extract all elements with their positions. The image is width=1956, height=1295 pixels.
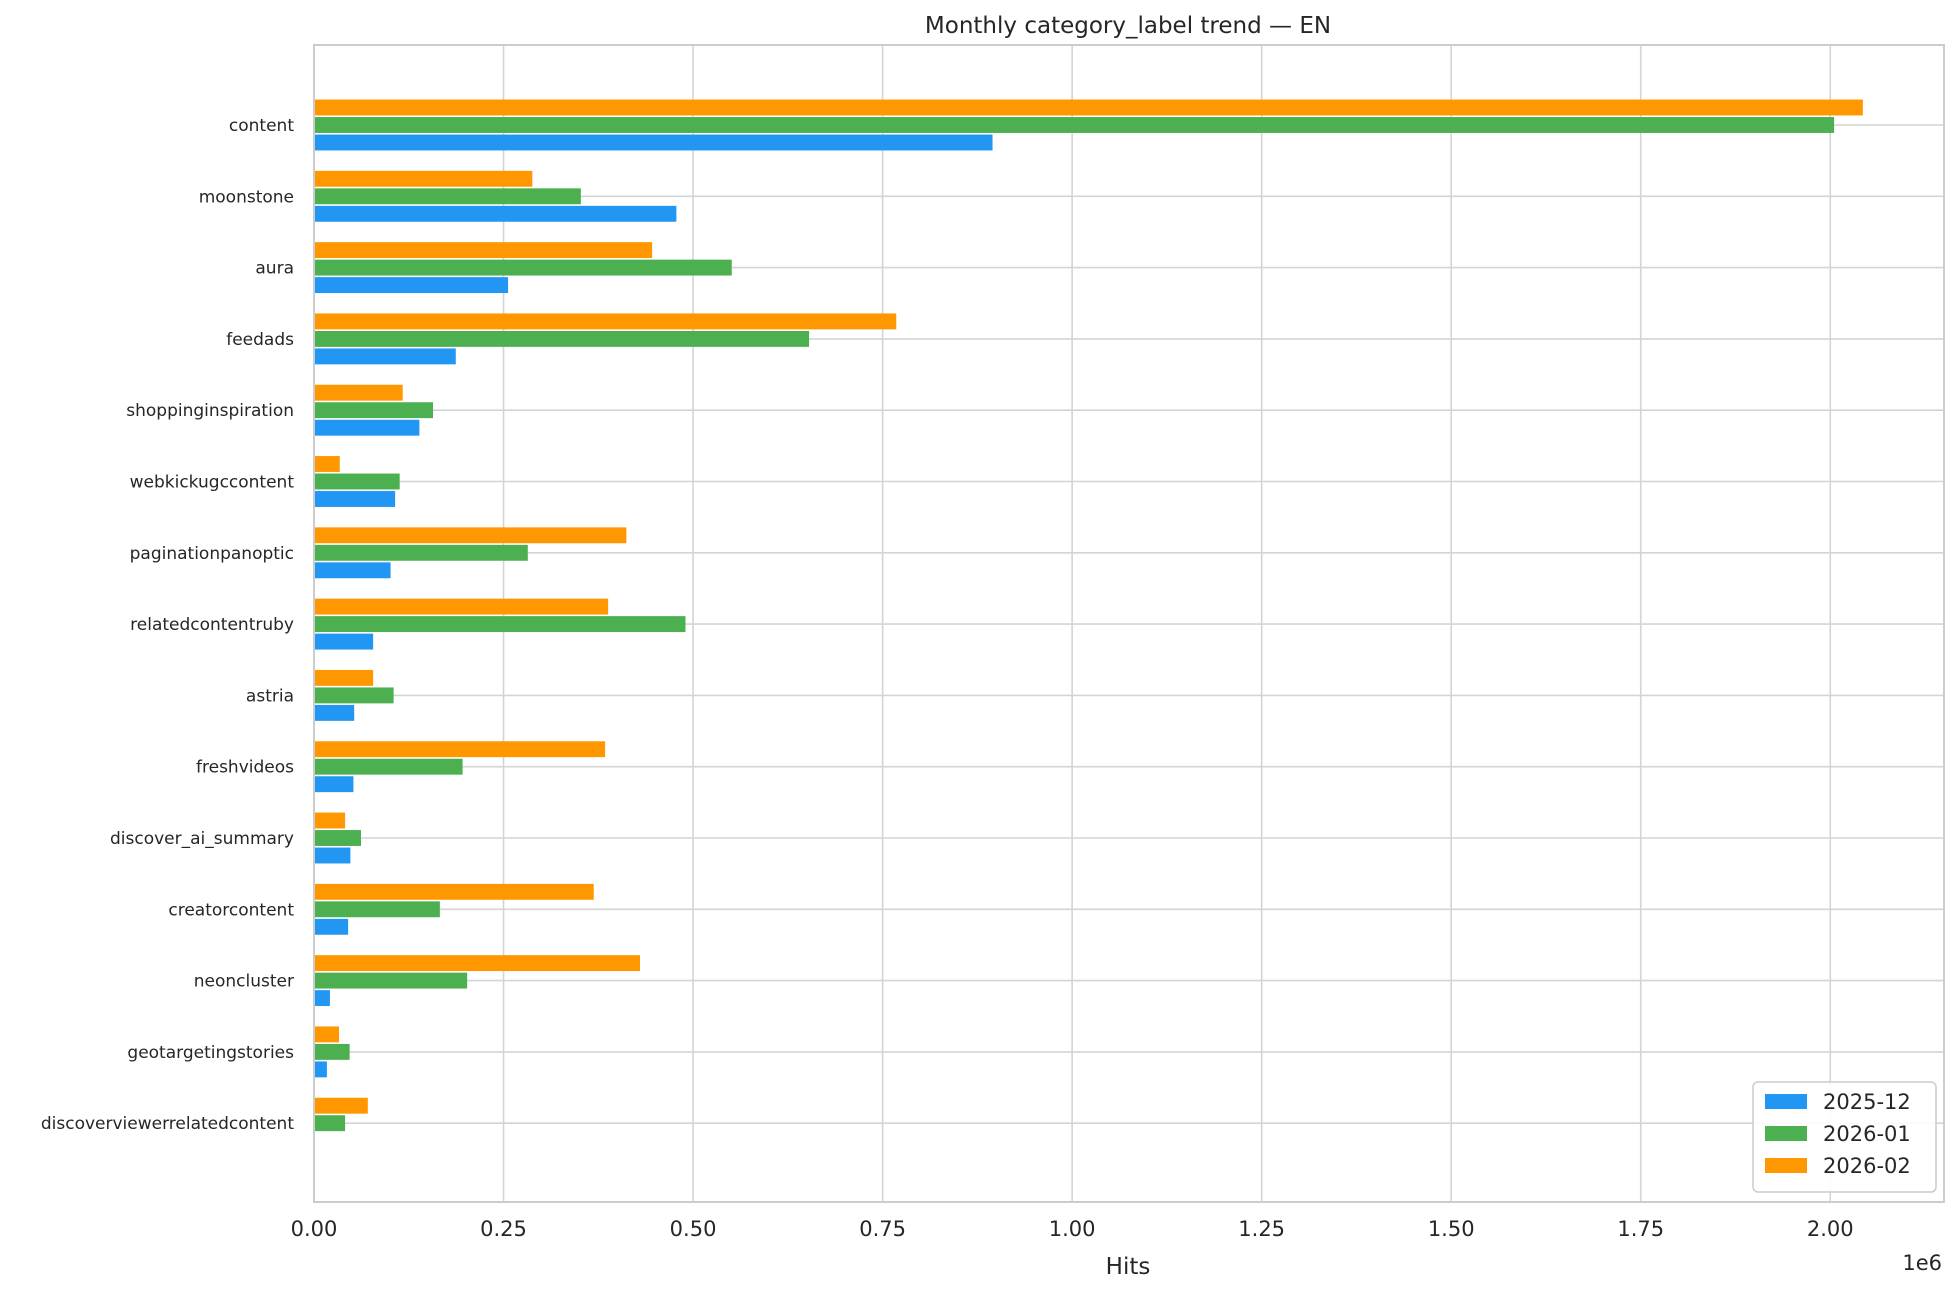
bar-2026-02-relatedcontentruby	[314, 598, 609, 615]
bar-2026-02-astria	[314, 669, 374, 686]
bar-2026-01-discoverviewerrelatedcontent	[314, 1115, 346, 1132]
bar-2025-12-relatedcontentruby	[314, 633, 374, 650]
y-tick-label: astria	[246, 686, 294, 706]
legend-swatch	[1765, 1126, 1807, 1141]
legend-swatch	[1765, 1094, 1807, 1109]
legend-label: 2025-12	[1823, 1090, 1911, 1114]
y-tick-label: moonstone	[199, 187, 294, 207]
y-tick-label: freshvideos	[196, 758, 294, 778]
bar-2025-12-neoncluster	[314, 990, 330, 1007]
plot-frame	[313, 44, 1945, 1203]
bar-2025-12-astria	[314, 704, 355, 721]
x-tick-label: 0.00	[291, 1217, 338, 1241]
x-axis-multiplier: 1e6	[1902, 1251, 1942, 1275]
y-tick-label: feedads	[226, 330, 294, 350]
x-tick-label: 0.25	[480, 1217, 527, 1241]
bar-2025-12-feedads	[314, 348, 456, 365]
y-tick-label: discoverviewerrelatedcontent	[41, 1114, 294, 1134]
y-axis-tick-labels: content moonstone aura feedads shoppinginspi…	[41, 116, 294, 1134]
legend: 2025-12 2026-01 2026-02	[1752, 1081, 1937, 1193]
bar-2026-02-feedads	[314, 313, 897, 330]
bar-2026-02-creatorcontent	[314, 883, 594, 900]
bar-2025-12-paginationpanoptic	[314, 562, 391, 579]
y-tick-label: content	[229, 116, 294, 136]
x-tick-label: 0.50	[670, 1217, 717, 1241]
chart-title: Monthly category_label trend — EN	[925, 13, 1331, 39]
x-tick-label: 1.50	[1428, 1217, 1475, 1241]
y-tick-label: shoppinginspiration	[126, 401, 294, 421]
bar-2025-12-freshvideos	[314, 776, 354, 793]
bar-2026-01-shoppinginspiration	[314, 402, 434, 419]
bar-2026-02-aura	[314, 242, 653, 259]
bar-2025-12-shoppinginspiration	[314, 419, 420, 436]
bar-2025-12-creatorcontent	[314, 918, 349, 935]
bar-2026-01-moonstone	[314, 188, 581, 205]
bar-2025-12-geotargetingstories	[314, 1061, 327, 1078]
bar-2026-02-moonstone	[314, 170, 533, 187]
bar-2026-02-geotargetingstories	[314, 1026, 340, 1043]
y-tick-label: webkickugccontent	[130, 473, 295, 493]
bar-2025-12-aura	[314, 277, 509, 294]
x-tick-label: 0.75	[859, 1217, 906, 1241]
bar-2025-12-content	[314, 134, 993, 151]
bars	[314, 99, 1863, 1132]
bar-2025-12-moonstone	[314, 205, 677, 222]
bar-2026-01-feedads	[314, 330, 810, 347]
x-axis-label: Hits	[1106, 1254, 1151, 1280]
legend-swatch	[1765, 1158, 1807, 1173]
bar-2026-01-creatorcontent	[314, 901, 440, 918]
bar-2026-01-neoncluster	[314, 972, 468, 989]
y-tick-label: geotargetingstories	[127, 1043, 294, 1063]
y-tick-label: paginationpanoptic	[130, 544, 294, 564]
bar-2026-01-astria	[314, 687, 394, 704]
x-tick-label: 1.75	[1617, 1217, 1664, 1241]
y-tick-label: neoncluster	[194, 972, 294, 992]
y-tick-label: creatorcontent	[168, 900, 294, 920]
x-tick-label: 1.25	[1238, 1217, 1285, 1241]
bar-2026-01-relatedcontentruby	[314, 616, 686, 633]
legend-label: 2026-01	[1823, 1122, 1911, 1146]
y-tick-label: discover_ai_summary	[110, 829, 294, 849]
bar-2026-02-neoncluster	[314, 955, 640, 972]
bar-2026-02-content	[314, 99, 1863, 116]
y-tick-label: aura	[255, 259, 294, 279]
bar-2026-01-freshvideos	[314, 758, 463, 775]
x-tick-label: 1.00	[1049, 1217, 1096, 1241]
bar-2026-01-content	[314, 117, 1835, 133]
bar-2026-01-paginationpanoptic	[314, 544, 528, 561]
legend-label: 2026-02	[1823, 1154, 1911, 1178]
bar-2026-02-freshvideos	[314, 741, 606, 758]
bar-2026-02-paginationpanoptic	[314, 527, 627, 544]
y-tick-label: relatedcontentruby	[130, 615, 294, 635]
bar-2026-01-geotargetingstories	[314, 1043, 350, 1060]
bar-2026-01-aura	[314, 259, 732, 276]
bar-2026-01-discover_ai_summary	[314, 830, 362, 846]
x-axis-tick-labels: 0.00 0.25 0.50 0.75 1.00 1.25 1.50 1.75 2.00	[291, 1217, 1854, 1241]
bar-2026-02-discover_ai_summary	[314, 812, 346, 829]
bar-2025-12-webkickugccontent	[314, 491, 396, 507]
bar-2026-02-discoverviewerrelatedcontent	[314, 1097, 368, 1114]
bar-2026-01-webkickugccontent	[314, 473, 400, 490]
x-tick-label: 2.00	[1807, 1217, 1854, 1241]
bar-2025-12-discover_ai_summary	[314, 847, 351, 864]
bar-2026-02-webkickugccontent	[314, 456, 340, 472]
bar-2026-02-shoppinginspiration	[314, 384, 403, 401]
